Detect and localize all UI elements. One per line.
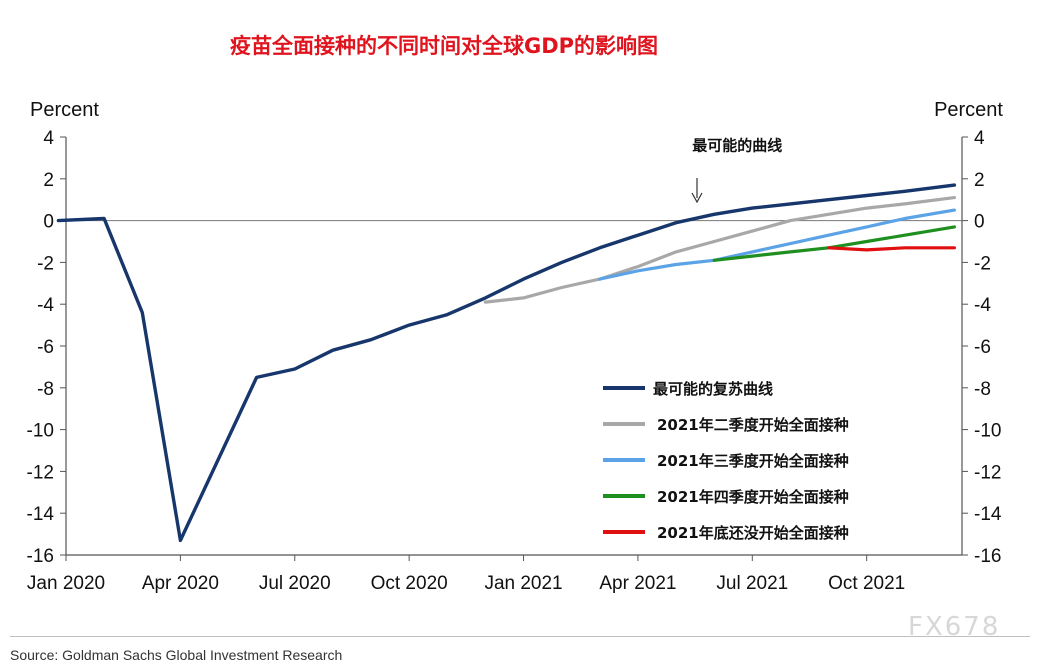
y-tick-label-right: -12 — [974, 462, 1001, 483]
legend-label-5: 2021年底还没开始全面接种 — [657, 524, 849, 542]
legend-label-1: 最可能的复苏曲线 — [653, 380, 773, 398]
y-tick-label-right: -16 — [974, 546, 1001, 567]
x-tick-label: Jul 2021 — [716, 573, 788, 594]
y-tick-label-left: -16 — [27, 546, 54, 567]
legend-label-4: 2021年四季度开始全面接种 — [657, 488, 849, 506]
series-line-5 — [826, 246, 957, 252]
y-tick-label-right: -4 — [974, 295, 991, 316]
source-note: Source: Goldman Sachs Global Investment … — [10, 647, 343, 663]
y-axis-title-left: Percent — [30, 99, 99, 121]
y-tick-label-right: -2 — [974, 253, 991, 274]
y-tick-label-right: -14 — [974, 504, 1002, 525]
x-tick-label: Jul 2020 — [259, 573, 331, 594]
legend-label-3: 2021年三季度开始全面接种 — [657, 452, 849, 470]
x-tick-label: Jan 2021 — [484, 573, 562, 594]
series-line-2 — [483, 196, 957, 304]
page-title: 疫苗全面接种的不同时间对全球GDP的影响图 — [230, 34, 659, 58]
x-tick-label: Apr 2020 — [142, 573, 219, 594]
x-tick-label: Oct 2020 — [371, 573, 448, 594]
series-line-1 — [56, 183, 957, 543]
annotation-arrow-head — [691, 192, 703, 204]
y-axis-title-right: Percent — [934, 99, 1003, 121]
legend-label-2: 2021年二季度开始全面接种 — [657, 416, 849, 434]
gdp-line-chart: 4 4 2 2 0 0 -2 -2 -4 -4 -6 -6 -8 -8 -10 -10 -12 -12 -14 -14… — [27, 99, 1004, 594]
y-tick-label-left: 2 — [43, 170, 54, 191]
y-tick-label-left: 4 — [43, 128, 54, 149]
y-tick-label-right: -6 — [974, 337, 991, 358]
y-tick-label-left: 0 — [43, 212, 54, 233]
y-tick-label-right: 2 — [974, 170, 985, 191]
y-tick-label-left: -8 — [37, 379, 54, 400]
annotation-label: 最可能的曲线 — [692, 136, 782, 154]
x-tick-label: Apr 2021 — [599, 573, 676, 594]
x-tick-label: Oct 2021 — [828, 573, 905, 594]
watermark: FX678 — [908, 612, 1001, 642]
y-tick-label-left: -14 — [27, 504, 55, 525]
source-divider — [10, 636, 1030, 637]
x-tick-label: Jan 2020 — [27, 573, 105, 594]
y-tick-label-left: -10 — [27, 421, 54, 442]
series-line-3 — [598, 208, 957, 281]
y-tick-label-right: 0 — [974, 212, 985, 233]
y-tick-label-right: -8 — [974, 379, 991, 400]
y-tick-label-left: -4 — [37, 295, 54, 316]
y-tick-label-left: -6 — [37, 337, 54, 358]
y-tick-label-right: -10 — [974, 421, 1001, 442]
y-tick-label-left: -2 — [37, 253, 54, 274]
y-tick-label-right: 4 — [974, 128, 985, 149]
y-tick-label-left: -12 — [27, 462, 54, 483]
